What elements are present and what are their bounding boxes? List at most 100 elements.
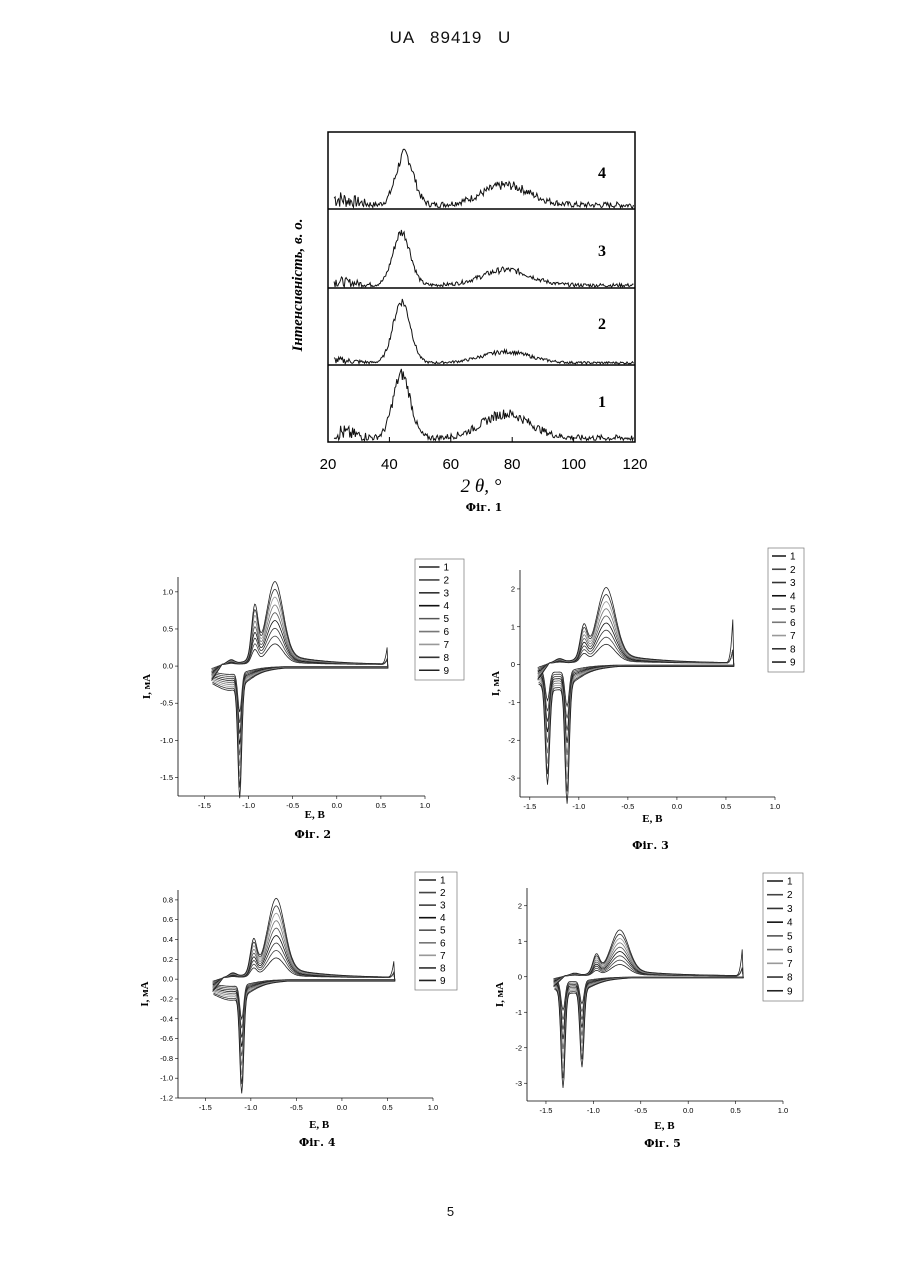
fig1-curve-label-2: 2 xyxy=(598,316,606,333)
fig5-legend-label-3: 3 xyxy=(787,904,793,915)
fig3-ytick-label--1: -1 xyxy=(508,698,515,707)
fig5-curve-1 xyxy=(554,964,744,1010)
fig2-ytick-label--0.5: -0.5 xyxy=(160,699,173,708)
fig5-ytick-label-0: 0 xyxy=(518,972,522,981)
fig2-legend-label-5: 5 xyxy=(444,614,450,625)
fig1-xlabel: 2 θ, ° xyxy=(461,476,502,497)
fig1-trace-3 xyxy=(334,230,633,287)
fig2-xtick-label--0.5: -0.5 xyxy=(286,801,299,810)
fig1-ylabel: Інтенсивність, в. о. xyxy=(290,219,306,353)
fig5-xtick-label-0.5: 0.5 xyxy=(730,1106,740,1115)
fig2-legend-label-9: 9 xyxy=(444,666,450,677)
fig1-xtick-label-80: 80 xyxy=(504,456,521,473)
fig4-ytick-label-0.4: 0.4 xyxy=(163,935,173,944)
fig2-legend-label-2: 2 xyxy=(444,575,450,586)
fig5-ylabel: I, мА xyxy=(494,982,506,1007)
fig4-ytick-label--1.0: -1.0 xyxy=(160,1074,173,1083)
fig3-legend-label-8: 8 xyxy=(790,644,796,655)
fig4-legend-label-7: 7 xyxy=(440,951,446,962)
fig4-ytick-label-0.6: 0.6 xyxy=(163,915,173,924)
fig3-legend-box xyxy=(768,548,804,672)
fig2-ytick-label-1.0: 1.0 xyxy=(163,587,173,596)
fig1-xtick-label-120: 120 xyxy=(622,456,647,473)
fig4-ytick-label-0.0: 0.0 xyxy=(163,975,173,984)
fig5-curve-4 xyxy=(554,952,744,1040)
fig2-ytick-label-0.0: 0.0 xyxy=(163,662,173,671)
fig3-xtick-label-0.5: 0.5 xyxy=(721,802,731,811)
fig3-legend-label-4: 4 xyxy=(790,591,796,602)
fig5-caption: Фіг. 5 xyxy=(644,1137,681,1150)
fig2-caption: Фіг. 2 xyxy=(294,828,331,841)
fig1-xtick-label-100: 100 xyxy=(561,456,586,473)
fig5-xtick-label-0.0: 0.0 xyxy=(683,1106,693,1115)
fig2-legend-label-7: 7 xyxy=(444,640,450,651)
fig4-ytick-label--0.6: -0.6 xyxy=(160,1034,173,1043)
fig4-xtick-label-0.0: 0.0 xyxy=(337,1103,347,1112)
fig3-xtick-label--1.0: -1.0 xyxy=(572,802,585,811)
fig3-legend: 123456789 xyxy=(768,548,804,672)
fig4-ytick-label--0.2: -0.2 xyxy=(160,994,173,1003)
fig1-trace-1 xyxy=(334,369,633,441)
fig4-legend-label-6: 6 xyxy=(440,938,446,949)
fig2-legend-label-8: 8 xyxy=(444,653,450,664)
fig2-xtick-label--1.0: -1.0 xyxy=(242,801,255,810)
fig3-caption: Фіг. 3 xyxy=(632,839,669,852)
fig1-xtick-label-40: 40 xyxy=(381,456,398,473)
fig4-caption: Фіг. 4 xyxy=(299,1136,336,1149)
fig3-curve-3 xyxy=(538,630,734,731)
fig5-xtick-label--1.0: -1.0 xyxy=(587,1106,600,1115)
fig5-curve-9 xyxy=(554,930,744,1088)
fig5-legend-box xyxy=(763,873,803,1001)
fig3-curve-6 xyxy=(538,609,734,767)
fig2-ytick-label--1.5: -1.5 xyxy=(160,773,173,782)
fig3-xlabel: E, B xyxy=(642,813,663,825)
fig5-ytick-label-2: 2 xyxy=(518,901,522,910)
fig5-xtick-label--0.5: -0.5 xyxy=(634,1106,647,1115)
fig3-ytick-label-0: 0 xyxy=(511,660,515,669)
fig5-ytick-label--3: -3 xyxy=(515,1079,522,1088)
fig5-legend: 123456789 xyxy=(763,873,803,1001)
fig4-legend-label-4: 4 xyxy=(440,913,446,924)
fig1-curve-label-1: 1 xyxy=(598,394,606,411)
fig3-curve-8 xyxy=(538,595,734,792)
fig4-xtick-label--1.0: -1.0 xyxy=(244,1103,257,1112)
fig4-xtick-label-1.0: 1.0 xyxy=(428,1103,438,1112)
fig4-legend: 123456789 xyxy=(415,872,457,990)
fig1-curve-label-4: 4 xyxy=(598,165,606,182)
fig5-xtick-label--1.5: -1.5 xyxy=(539,1106,552,1115)
fig3-curve-5 xyxy=(538,616,734,755)
fig5-curve-2 xyxy=(554,960,744,1020)
fig5-legend-label-5: 5 xyxy=(787,931,793,942)
fig2-xtick-label-1.0: 1.0 xyxy=(420,801,430,810)
fig3-xtick-label--1.5: -1.5 xyxy=(523,802,536,811)
fig2-legend-box xyxy=(415,559,464,680)
fig5-curve-6 xyxy=(554,943,744,1059)
fig3-curve-4 xyxy=(538,623,734,743)
fig3-legend-label-9: 9 xyxy=(790,658,796,669)
fig4-xtick-label--0.5: -0.5 xyxy=(290,1103,303,1112)
fig5-curve-3 xyxy=(554,956,744,1030)
fig4-xlabel: E, B xyxy=(309,1119,330,1131)
fig5-xlabel: E, B xyxy=(654,1120,675,1132)
fig1-curve-label-3: 3 xyxy=(598,243,606,260)
fig4-curve-9 xyxy=(213,898,395,1093)
fig3-cv-chart: -1.5-1.0-0.50.00.51.0210-1-2-3I, мАE, BФ… xyxy=(490,548,804,852)
fig5-curve-5 xyxy=(554,947,744,1049)
fig1-xtick-label-60: 60 xyxy=(442,456,459,473)
fig4-legend-label-5: 5 xyxy=(440,926,446,937)
fig4-legend-label-1: 1 xyxy=(440,876,446,887)
fig5-legend-label-4: 4 xyxy=(787,918,793,929)
fig5-ytick-label-1: 1 xyxy=(518,937,522,946)
fig4-cv-chart: -1.5-1.0-0.50.00.51.00.80.60.40.20.0-0.2… xyxy=(139,872,457,1149)
fig3-curve-1 xyxy=(538,644,734,706)
fig2-legend-label-6: 6 xyxy=(444,627,450,638)
fig2-xtick-label--1.5: -1.5 xyxy=(198,801,211,810)
fig3-legend-label-6: 6 xyxy=(790,618,796,629)
fig3-xtick-label-1.0: 1.0 xyxy=(770,802,780,811)
fig3-ytick-label-1: 1 xyxy=(511,622,515,631)
fig5-curve-8 xyxy=(554,934,744,1078)
fig3-legend-label-7: 7 xyxy=(790,631,796,642)
fig3-legend-label-3: 3 xyxy=(790,578,796,589)
fig4-ytick-label--0.8: -0.8 xyxy=(160,1054,173,1063)
